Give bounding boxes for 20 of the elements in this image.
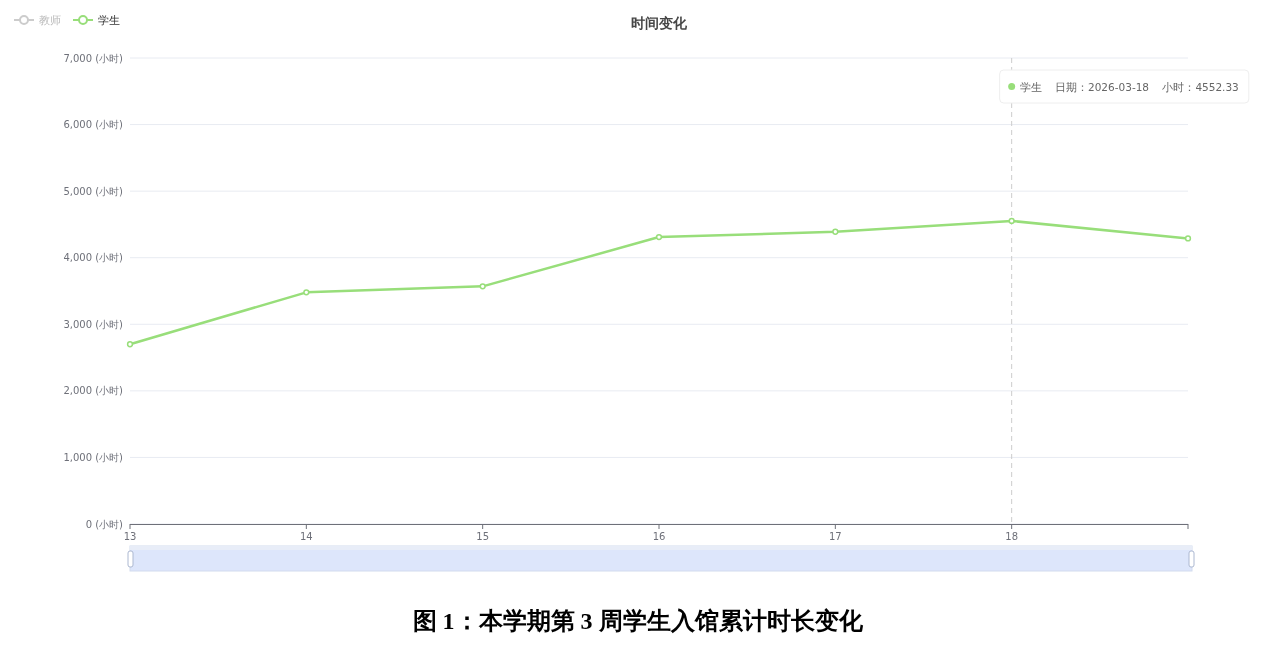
y-tick-label: 6,000 (小时) xyxy=(63,119,124,131)
y-tick-label: 4,000 (小时) xyxy=(63,252,124,264)
x-tick-label: 16 xyxy=(652,531,666,542)
y-tick-label: 3,000 (小时) xyxy=(63,318,124,330)
x-tick-label: 14 xyxy=(299,531,313,542)
legend-label: 学生 xyxy=(98,14,120,27)
x-tick-label: 13 xyxy=(123,531,137,542)
caption: 图 1：本学期第 3 周学生入馆累计时长变化 xyxy=(412,608,863,634)
x-tick-label: 18 xyxy=(1005,531,1019,542)
y-tick-label: 7,000 (小时) xyxy=(63,52,124,64)
y-tick-label: 0 (小时) xyxy=(85,518,124,530)
legend-label: 教师 xyxy=(39,14,61,27)
y-tick-label: 1,000 (小时) xyxy=(63,451,124,463)
y-tick-label: 2,000 (小时) xyxy=(63,385,124,397)
annotation: 学生 日期：2026-03-18 小时：4552.33 xyxy=(1019,80,1239,93)
x-tick-label: 17 xyxy=(828,531,842,542)
tooltip: 学生 日期：2026-03-18 小时：4552.33 xyxy=(999,69,1250,104)
x-tick-label: 15 xyxy=(476,531,490,542)
title: 时间变化 xyxy=(631,15,687,31)
y-tick-label: 5,000 (小时) xyxy=(63,185,124,197)
